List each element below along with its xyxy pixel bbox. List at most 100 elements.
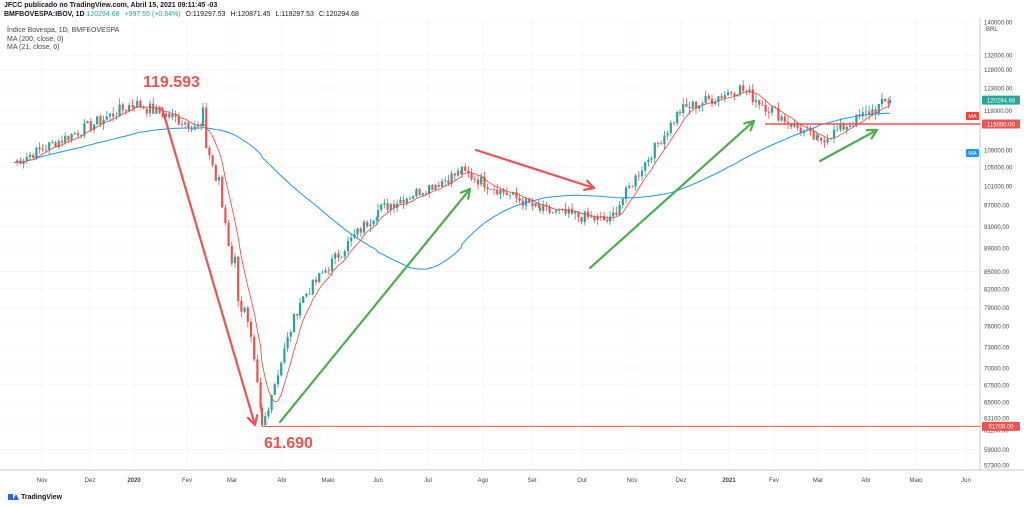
candle-body: [723, 94, 726, 99]
candle-body: [456, 170, 460, 176]
candle-body: [508, 194, 512, 196]
candle-body: [424, 193, 428, 195]
close-value: C:120294.68: [318, 11, 359, 18]
time-tick-label: Mar: [227, 478, 237, 484]
candle-body: [848, 125, 852, 127]
chart-header: JFCC publicado no TradingView.com, Abril…: [4, 1, 362, 19]
candle-body: [343, 251, 346, 257]
candle-body: [767, 111, 770, 113]
candle-body: [399, 199, 402, 204]
candle-body: [496, 189, 499, 195]
candle-body: [634, 175, 637, 187]
time-tick-label: Abr: [861, 478, 870, 484]
candle-body: [152, 103, 155, 114]
candle-body: [583, 211, 586, 222]
candle-body: [434, 184, 437, 190]
candle-body: [32, 154, 35, 159]
candle-body: [131, 105, 134, 107]
candle-body: [637, 175, 640, 177]
price-tick-label: 76000.00: [984, 325, 1010, 331]
candle-body: [855, 114, 858, 126]
candle-body: [480, 176, 483, 185]
price-tick-label: 105000.00: [984, 166, 1013, 172]
candle-body: [676, 111, 679, 124]
candle-body: [447, 180, 450, 184]
candle-body: [717, 96, 720, 102]
candle-body: [745, 90, 748, 92]
candle-body: [233, 256, 237, 264]
candle-body: [227, 223, 230, 247]
candle-body: [67, 135, 70, 141]
candle-body: [726, 92, 730, 95]
candle-body: [359, 228, 362, 233]
candle-body: [73, 133, 76, 135]
candle-body: [868, 111, 871, 116]
time-tick-label: Nov: [627, 478, 638, 484]
time-tick-label: Jun: [961, 478, 971, 484]
candle-body: [877, 103, 880, 114]
candle-body: [249, 321, 253, 337]
candle-body: [644, 162, 647, 171]
trough-annotation: 61.690: [264, 435, 313, 452]
candle-body: [270, 394, 273, 411]
candle-body: [836, 129, 839, 131]
candle-body: [372, 220, 375, 225]
candle-body: [816, 135, 820, 138]
candle-body: [161, 113, 164, 118]
candle-body: [826, 139, 829, 143]
legend-ma21: MA (21, close, 0): [7, 44, 60, 51]
candle-body: [590, 216, 593, 218]
ohlc-line: BMFBOVESPA:IBOV, 1D 120294.68 +997.55 (+…: [4, 10, 362, 19]
candle-body: [678, 111, 682, 113]
candle-body: [324, 270, 327, 273]
candle-body: [292, 313, 296, 332]
candle-body: [707, 95, 710, 99]
level-high-label: 115000.00: [987, 122, 1016, 128]
candle-body: [704, 95, 707, 104]
candle-body: [124, 109, 128, 111]
candle-body: [880, 98, 884, 104]
candle-body: [148, 103, 152, 114]
candle-body: [577, 211, 580, 218]
candle-body: [102, 119, 105, 125]
green-arrow-up-3-head: [865, 128, 879, 140]
time-tick-label: Mar: [813, 478, 823, 484]
candle-body: [790, 123, 793, 127]
candle-body: [733, 93, 736, 97]
brand-label: TradingView: [21, 493, 63, 501]
candle-body: [640, 170, 644, 177]
candle-body: [888, 100, 892, 104]
candle-body: [748, 89, 751, 92]
candle-body: [142, 107, 145, 109]
time-tick-label: Maio: [321, 478, 335, 484]
candle-body: [334, 253, 337, 259]
candle-body: [237, 256, 240, 302]
candle-body: [842, 123, 845, 130]
candle-body: [217, 177, 221, 181]
candle-body: [720, 96, 723, 99]
candle-body: [253, 336, 256, 360]
candle-body: [783, 116, 786, 122]
candle-body: [256, 359, 259, 383]
footer-brand[interactable]: TradingView: [8, 493, 62, 501]
ma21-axis-tag: MA: [968, 114, 977, 120]
candle-body: [168, 113, 171, 118]
candle-body: [450, 173, 453, 184]
candle-body: [612, 212, 615, 217]
candle-body: [224, 207, 227, 224]
candle-body: [28, 154, 32, 158]
candle-body: [259, 382, 262, 408]
candle-body: [51, 142, 54, 144]
candle-body: [672, 122, 676, 124]
candle-body: [499, 189, 502, 195]
candle-body: [356, 228, 359, 235]
level-low-label: 61700.00: [988, 425, 1014, 431]
candle-body: [415, 189, 418, 197]
ma200-axis-tag-bg: [966, 149, 979, 157]
candle-body: [89, 121, 92, 130]
candle-body: [230, 246, 233, 264]
candle-body: [428, 185, 431, 194]
candle-body: [602, 216, 606, 221]
candle-body: [558, 209, 561, 211]
